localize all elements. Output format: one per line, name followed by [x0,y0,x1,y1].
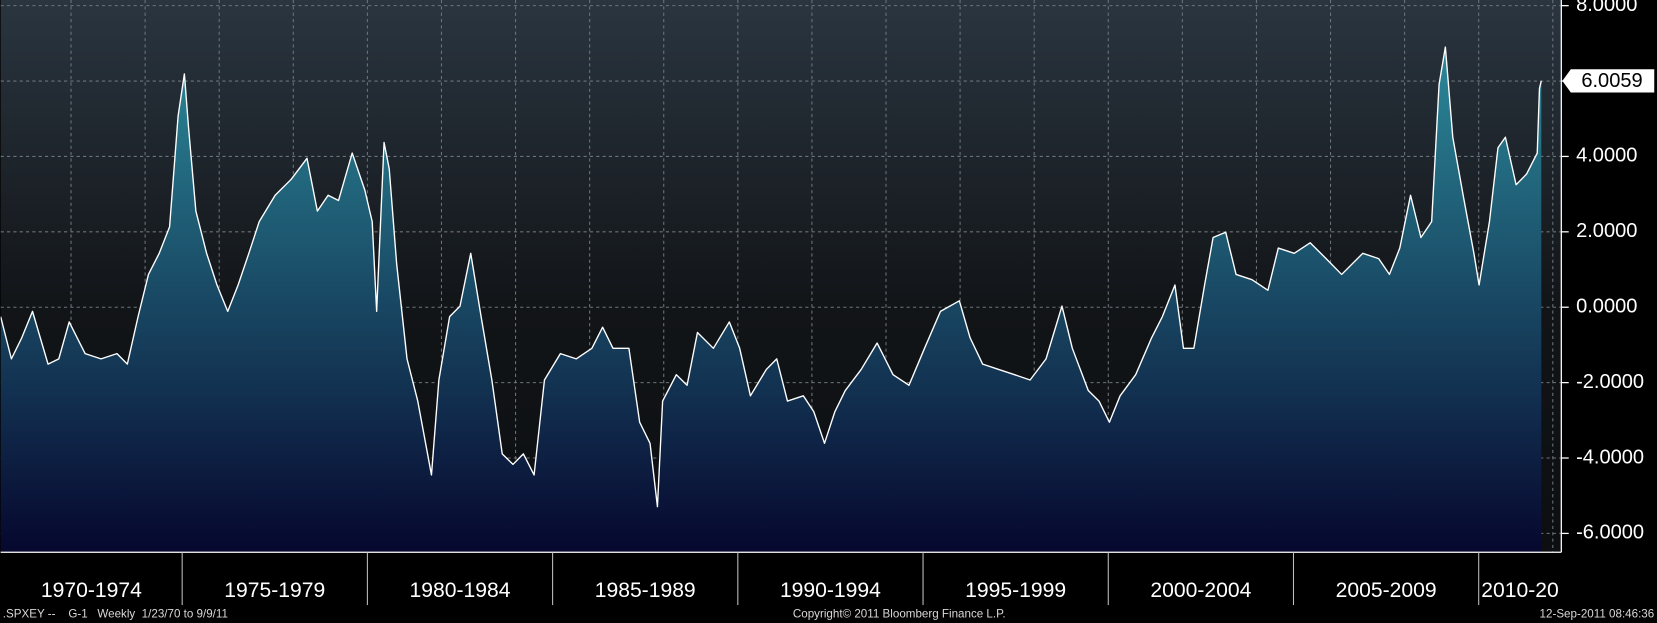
y-tick-label: 0.0000 [1576,296,1637,318]
footer-left: .SPXEY -- G-1 Weekly 1/23/70 to 9/9/11 [3,608,228,621]
x-tick-label: 2005-2009 [1336,579,1437,602]
y-tick-label: -4.0000 [1576,446,1644,468]
x-tick-label: 1985-1989 [595,579,696,602]
x-tick-label: 1980-1984 [410,579,511,602]
x-tick-label: 1970-1974 [41,579,142,602]
area [0,47,1542,553]
line [0,46,1542,508]
last-value-box [1562,69,1655,93]
footer-right: 12-Sep-2011 08:46:36 [1540,608,1655,621]
x-tick-label: 1995-1999 [965,579,1066,602]
y-tick-label: 8.0000 [1576,0,1637,16]
y-tick-label: -6.0000 [1576,522,1644,544]
y-tick-label: 4.0000 [1576,145,1637,167]
y-tick-label: 2.0000 [1576,220,1637,242]
y-tick-label: -2.0000 [1576,371,1644,393]
x-tick-label: 2010-20 [1481,579,1558,602]
x-tick-label: 1990-1994 [780,579,881,602]
axes: 8.00006.00004.00002.00000.0000-2.0000-4.… [0,0,1655,606]
axis-mask [1562,573,1571,606]
last-value-label: 6.0059 [1581,70,1642,92]
x-tick-label: 2000-2004 [1150,579,1251,602]
series [0,46,1542,553]
x-tick-label: 1975-1979 [224,579,325,602]
footer-center: Copyright© 2011 Bloomberg Finance L.P. [793,608,1006,621]
